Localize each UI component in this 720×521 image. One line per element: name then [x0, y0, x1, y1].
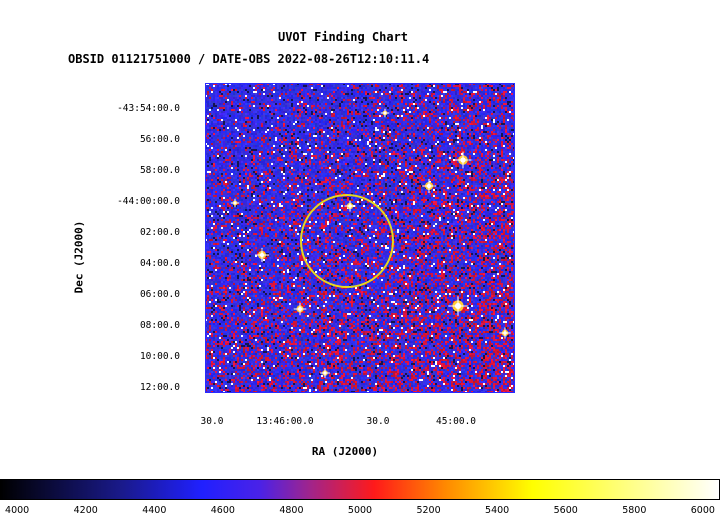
colorbar-tick-label: 5400	[485, 505, 510, 516]
colorbar-tick-label: 4200	[73, 505, 98, 516]
star-source	[448, 296, 468, 316]
y-tick-label: 06:00.0	[139, 289, 180, 300]
star-source	[320, 368, 330, 378]
y-tick-label: -44:00:00.0	[117, 196, 180, 207]
star-source	[422, 179, 436, 193]
x-axis-label: RA (J2000)	[311, 445, 379, 458]
star-source	[255, 248, 269, 262]
star-source	[230, 198, 240, 208]
chart-title: UVOT Finding Chart	[277, 30, 409, 44]
colorbar-gradient	[0, 479, 720, 500]
y-tick-label: 10:00.0	[139, 351, 180, 362]
x-tick-label: 45:00.0	[435, 416, 477, 427]
star-source	[293, 302, 307, 316]
colorbar-tick-label: 4800	[279, 505, 304, 516]
plot-frame	[205, 83, 515, 393]
y-tick-label: -43:54:00.0	[117, 103, 180, 114]
target-circle	[300, 194, 394, 288]
star-source	[499, 327, 511, 339]
y-tick-label: 08:00.0	[139, 320, 180, 331]
y-tick-label: 04:00.0	[139, 258, 180, 269]
colorbar-tick-label: 5800	[622, 505, 647, 516]
colorbar-tick-label: 4000	[5, 505, 30, 516]
star-source	[380, 108, 390, 118]
x-tick-label: 30.0	[366, 416, 390, 427]
y-tick-label: 58:00.0	[139, 165, 180, 176]
y-tick-label: 12:00.0	[139, 382, 180, 393]
colorbar-tick-label: 4600	[210, 505, 235, 516]
colorbar-tick-label: 5000	[347, 505, 373, 516]
colorbar	[0, 479, 720, 500]
colorbar-tick-label: 5600	[553, 505, 578, 516]
sky-image-pixels	[205, 83, 515, 393]
colorbar-tick-label: 4400	[142, 505, 167, 516]
colorbar-tick-label: 5200	[416, 505, 441, 516]
y-tick-label: 56:00.0	[139, 134, 180, 145]
x-tick-label: 30.0	[200, 416, 224, 427]
y-tick-label: 02:00.0	[139, 227, 180, 238]
star-source	[344, 200, 356, 212]
y-axis-label: Dec (J2000)	[72, 220, 86, 294]
star-source	[454, 151, 472, 169]
chart-subtitle: OBSID 01121751000 / DATE-OBS 2022-08-26T…	[68, 52, 430, 66]
colorbar-tick-label: 6000	[690, 505, 715, 516]
sky-image	[205, 83, 515, 393]
x-tick-label: 13:46:00.0	[256, 416, 314, 427]
